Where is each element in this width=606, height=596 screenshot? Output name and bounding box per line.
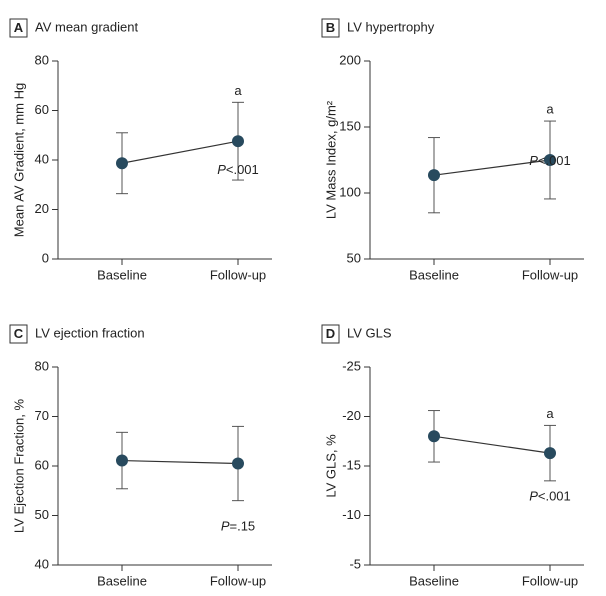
y-tick-label: 40 bbox=[35, 556, 49, 571]
y-axis-label: Mean AV Gradient, mm Hg bbox=[11, 83, 26, 237]
panel-title: LV hypertrophy bbox=[347, 19, 435, 34]
x-tick-label: Follow-up bbox=[210, 573, 266, 588]
y-axis-label: LV Mass Index, g/m² bbox=[323, 100, 338, 219]
y-tick-label: 50 bbox=[35, 507, 49, 522]
p-value-text: =.15 bbox=[230, 519, 256, 534]
y-tick-label: 50 bbox=[347, 250, 361, 265]
x-tick-label: Baseline bbox=[97, 573, 147, 588]
y-tick-label: 80 bbox=[35, 358, 49, 373]
y-tick-label: 70 bbox=[35, 408, 49, 423]
y-axis-label: LV Ejection Fraction, % bbox=[11, 398, 26, 533]
x-tick-label: Baseline bbox=[409, 267, 459, 282]
panel-letter-box bbox=[9, 18, 28, 38]
panel-letter-box bbox=[321, 18, 340, 38]
panel-letter-box bbox=[321, 324, 340, 344]
p-value: P=.15 bbox=[221, 519, 255, 534]
p-value: P<.001 bbox=[529, 153, 571, 168]
point bbox=[544, 154, 556, 166]
connecting-line bbox=[121, 140, 239, 164]
x-tick-label: Follow-up bbox=[522, 267, 578, 282]
p-value-text: <.001 bbox=[538, 489, 571, 504]
panel-letter: C bbox=[14, 326, 24, 341]
connecting-line bbox=[433, 435, 551, 454]
y-tick-label: 60 bbox=[35, 102, 49, 117]
y-tick-label: -15 bbox=[342, 457, 361, 472]
x-tick-label: Baseline bbox=[97, 267, 147, 282]
x-tick-label: Follow-up bbox=[210, 267, 266, 282]
y-tick-label: -25 bbox=[342, 358, 361, 373]
significance-marker: a bbox=[546, 406, 554, 421]
y-tick-label: -20 bbox=[342, 408, 361, 423]
significance-marker: a bbox=[234, 83, 242, 98]
panel-title: AV mean gradient bbox=[35, 19, 138, 34]
panel-letter: D bbox=[326, 326, 335, 341]
panel-letter: A bbox=[14, 20, 24, 35]
point bbox=[116, 454, 128, 467]
x-tick-label: Baseline bbox=[409, 573, 459, 588]
y-tick-label: 150 bbox=[339, 118, 361, 133]
y-tick-label: 200 bbox=[339, 52, 361, 67]
p-value-text: <.001 bbox=[538, 153, 571, 168]
point bbox=[428, 169, 440, 182]
y-tick-label: 80 bbox=[35, 52, 49, 67]
panel-title: LV ejection fraction bbox=[35, 325, 145, 340]
y-tick-label: 0 bbox=[42, 250, 49, 265]
panel-letter: B bbox=[326, 20, 335, 35]
p-value: P<.001 bbox=[217, 162, 259, 177]
panel-title: LV GLS bbox=[347, 325, 392, 340]
y-tick-label: 20 bbox=[35, 201, 49, 216]
y-tick-label: -10 bbox=[342, 507, 361, 522]
panel-letter-box bbox=[9, 324, 28, 344]
point bbox=[428, 430, 440, 443]
y-tick-label: 60 bbox=[35, 457, 49, 472]
point bbox=[116, 157, 128, 170]
y-tick-label: -5 bbox=[349, 556, 361, 571]
p-value: P<.001 bbox=[529, 489, 571, 504]
p-symbol: P bbox=[529, 489, 538, 504]
p-value-text: <.001 bbox=[226, 162, 259, 177]
y-axis-label: LV GLS, % bbox=[323, 434, 338, 498]
p-symbol: P bbox=[217, 162, 226, 177]
p-symbol: P bbox=[221, 519, 230, 534]
point bbox=[232, 457, 244, 470]
y-tick-label: 100 bbox=[339, 184, 361, 199]
y-tick-label: 40 bbox=[35, 151, 49, 166]
point bbox=[232, 135, 244, 148]
significance-marker: a bbox=[546, 101, 554, 116]
connecting-line bbox=[433, 159, 551, 176]
connecting-line bbox=[121, 459, 239, 465]
x-tick-label: Follow-up bbox=[522, 573, 578, 588]
p-symbol: P bbox=[529, 153, 538, 168]
point bbox=[544, 447, 556, 460]
